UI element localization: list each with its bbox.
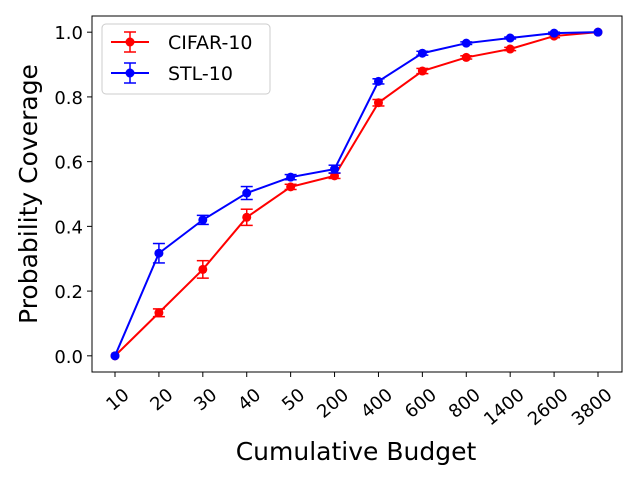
y-tick-label: 0.0 xyxy=(54,347,83,368)
series-line xyxy=(114,31,599,357)
y-axis: 0.0 0.2 0.4 0.6 0.8 1.0 xyxy=(54,23,92,368)
y-tick-label: 0.2 xyxy=(54,282,83,303)
plot-frame xyxy=(91,15,623,373)
legend: CIFAR-10 STL-10 xyxy=(101,23,271,95)
data-point xyxy=(373,98,383,108)
data-point xyxy=(242,212,252,222)
data-point xyxy=(461,52,471,62)
data-point xyxy=(373,76,383,86)
data-point xyxy=(461,38,471,48)
series-line xyxy=(114,31,599,357)
data-point xyxy=(286,182,296,192)
data-point xyxy=(549,28,559,38)
data-point xyxy=(110,351,120,361)
data-point xyxy=(286,172,296,182)
y-tick-label: 0.6 xyxy=(54,153,83,174)
y-tick-label: 0.4 xyxy=(54,217,83,238)
data-point xyxy=(154,308,164,318)
data-point xyxy=(154,248,164,258)
y-tick-label: 0.8 xyxy=(54,88,83,109)
data-point xyxy=(417,48,427,58)
x-axis-label: Cumulative Budget xyxy=(236,437,477,466)
legend-marker xyxy=(125,37,135,47)
data-point xyxy=(198,264,208,274)
data-point xyxy=(505,44,515,54)
data-point xyxy=(593,27,603,37)
legend-label: STL-10 xyxy=(168,63,233,85)
data-point xyxy=(505,33,515,43)
data-point xyxy=(330,164,340,174)
data-point xyxy=(242,188,252,198)
y-tick-label: 1.0 xyxy=(54,23,83,44)
legend-label: CIFAR-10 xyxy=(168,32,253,54)
plot-area xyxy=(110,27,603,361)
data-point xyxy=(417,66,427,76)
legend-marker xyxy=(125,68,135,78)
y-axis-label: Probability Coverage xyxy=(14,64,43,324)
data-point xyxy=(198,215,208,225)
